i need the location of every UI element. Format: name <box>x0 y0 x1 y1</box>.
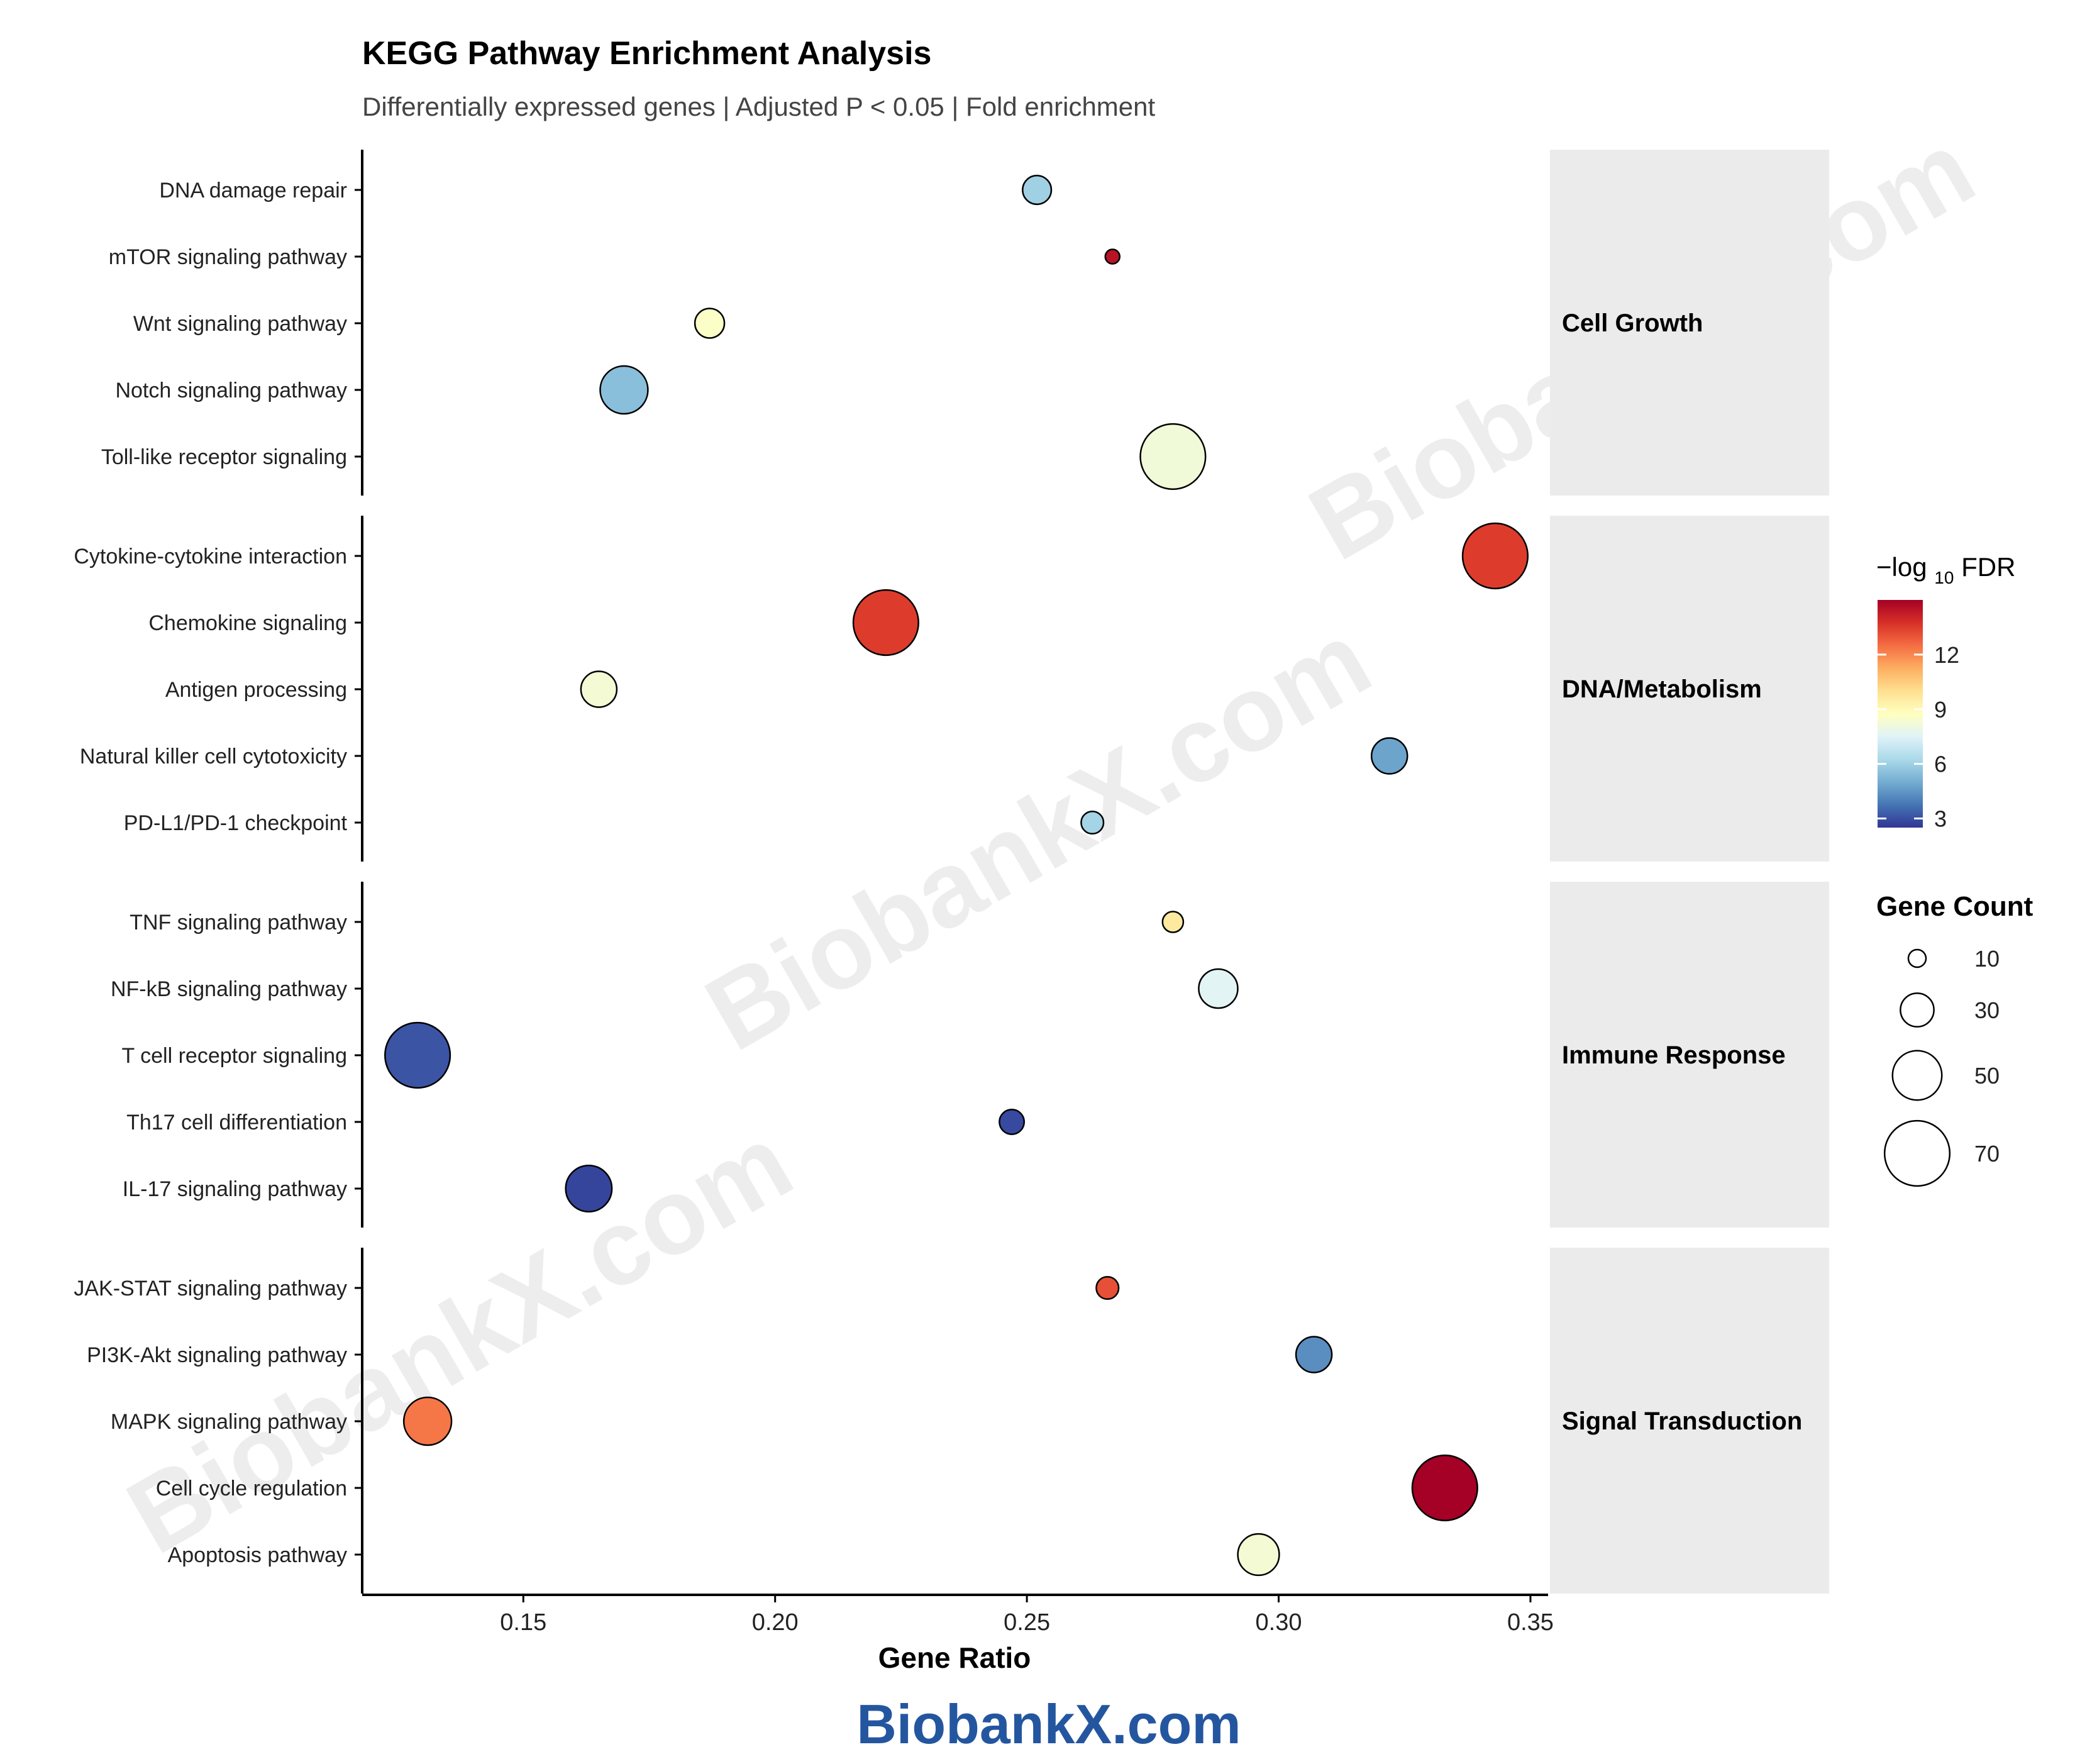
point-pi3k-akt-signaling-pathway <box>1295 1336 1333 1373</box>
y-tick-label-th17-cell-differentiation: Th17 cell differentiation <box>126 1111 347 1134</box>
size-legend-circle <box>1907 948 1927 968</box>
chart-title: KEGG Pathway Enrichment Analysis <box>362 35 931 72</box>
point-dna-damage-repair <box>1022 174 1053 206</box>
y-tick-label-chemokine-signaling: Chemokine signaling <box>148 611 347 635</box>
facet-label-signal-transduction: Signal Transduction <box>1562 1407 1802 1435</box>
facet-label-cell-growth: Cell Growth <box>1562 309 1703 337</box>
color-legend-title-suffix: FDR <box>1961 552 2015 582</box>
y-tick-label-t-cell-receptor-signaling: T cell receptor signaling <box>122 1044 347 1068</box>
y-tick-label-jak-stat-signaling-pathway: JAK-STAT signaling pathway <box>74 1277 347 1301</box>
x-tick-label: 0.35 <box>1507 1609 1554 1636</box>
size-legend-circle <box>1891 1050 1943 1101</box>
point-th17-cell-differentiation <box>999 1109 1026 1135</box>
size-legend-label: 10 <box>1974 946 2000 972</box>
facet-strip-dna-metabolism <box>1550 516 1829 862</box>
y-tick-label-il-17-signaling-pathway: IL-17 signaling pathway <box>123 1177 347 1201</box>
facet-strip-immune-response <box>1550 882 1829 1228</box>
y-tick-label-dna-damage-repair: DNA damage repair <box>159 179 347 202</box>
facet-strip-signal-transduction <box>1550 1248 1829 1594</box>
facet-strip-cell-growth <box>1550 150 1829 496</box>
y-tick-label-tnf-signaling-pathway: TNF signaling pathway <box>130 911 347 935</box>
point-pd-l1-pd-1-checkpoint <box>1080 810 1105 835</box>
point-t-cell-receptor-signaling <box>384 1021 451 1089</box>
point-antigen-processing <box>580 670 618 708</box>
point-tnf-signaling-pathway <box>1161 911 1185 933</box>
y-tick-label-pd-l1-pd-1-checkpoint: PD-L1/PD-1 checkpoint <box>124 811 348 835</box>
point-apoptosis-pathway <box>1237 1533 1280 1577</box>
color-legend-tick-label: 3 <box>1934 806 1947 832</box>
color-legend-title-sub: 10 <box>1934 568 1954 587</box>
color-legend-title-prefix: −log <box>1876 552 1927 582</box>
point-mtor-signaling-pathway <box>1104 248 1121 265</box>
y-tick-label-antigen-processing: Antigen processing <box>165 678 347 702</box>
y-tick-label-cytokine-cytokine-interaction: Cytokine-cytokine interaction <box>74 545 347 569</box>
color-legend-ticks: 3 6 9 12 <box>1878 642 1959 832</box>
point-il-17-signaling-pathway <box>565 1165 613 1212</box>
point-chemokine-signaling <box>852 589 919 657</box>
color-legend-tick-label: 9 <box>1934 697 1947 723</box>
point-nf-kb-signaling-pathway <box>1198 968 1239 1009</box>
x-axis-ticks: 0.15 0.20 0.25 0.30 0.35 <box>500 1595 1554 1636</box>
y-tick-label-apoptosis-pathway: Apoptosis pathway <box>168 1543 347 1567</box>
facet-label-immune-response: Immune Response <box>1562 1041 1786 1069</box>
point-wnt-signaling-pathway <box>694 308 726 339</box>
color-legend-bar <box>1878 600 1923 828</box>
point-toll-like-receptor-signaling <box>1139 423 1207 491</box>
data-points <box>384 174 1529 1577</box>
point-mapk-signaling-pathway <box>402 1396 453 1446</box>
point-cell-cycle-regulation <box>1411 1454 1478 1522</box>
y-tick-label-natural-killer-cell-cytotoxicity: Natural killer cell cytotoxicity <box>80 745 347 768</box>
y-tick-label-cell-cycle-regulation: Cell cycle regulation <box>156 1477 347 1501</box>
y-axis-labels: DNA damage repair mTOR signaling pathway W… <box>74 179 347 1567</box>
chart-subtitle: Differentially expressed genes | Adjuste… <box>362 92 1156 121</box>
color-legend-tick-label: 6 <box>1934 752 1947 777</box>
x-tick-label: 0.25 <box>1004 1609 1050 1636</box>
size-legend-label: 70 <box>1974 1141 2000 1167</box>
x-tick-label: 0.30 <box>1256 1609 1302 1636</box>
size-legend-circle <box>1883 1119 1951 1187</box>
size-legend-label: 50 <box>1974 1063 2000 1089</box>
x-axis-title: Gene Ratio <box>878 1641 1031 1674</box>
footer-brand: BiobankX.com <box>856 1693 1241 1755</box>
point-cytokine-cytokine-interaction <box>1461 522 1529 590</box>
axes <box>355 150 1548 1596</box>
x-tick-label: 0.20 <box>752 1609 799 1636</box>
size-legend-items: 10 30 50 70 <box>1883 946 2000 1187</box>
size-legend-title: Gene Count <box>1876 891 2034 922</box>
color-legend-title: −log 10 FDR <box>1876 552 2015 589</box>
x-tick-label: 0.15 <box>500 1609 546 1636</box>
y-tick-label-pi3k-akt-signaling-pathway: PI3K-Akt signaling pathway <box>87 1343 347 1367</box>
size-legend-label: 30 <box>1974 997 2000 1023</box>
y-tick-label-toll-like-receptor-signaling: Toll-like receptor signaling <box>101 445 347 469</box>
y-tick-label-notch-signaling-pathway: Notch signaling pathway <box>115 379 347 402</box>
y-tick-label-wnt-signaling-pathway: Wnt signaling pathway <box>133 312 347 336</box>
facet-strips: Cell Growth DNA/Metabolism Immune Response… <box>1550 150 1829 1594</box>
point-natural-killer-cell-cytotoxicity <box>1370 737 1408 775</box>
color-legend-tick-label: 12 <box>1934 642 1959 668</box>
facet-label-dna-metabolism: DNA/Metabolism <box>1562 675 1762 703</box>
point-jak-stat-signaling-pathway <box>1095 1275 1120 1301</box>
size-legend-circle <box>1900 992 1935 1028</box>
y-tick-label-mapk-signaling-pathway: MAPK signaling pathway <box>111 1410 347 1434</box>
legends: −log 10 FDR 3 6 9 12 Gene Count 10 30 50 70 <box>1876 552 2034 1187</box>
point-notch-signaling-pathway <box>599 365 649 415</box>
y-tick-label-mtor-signaling-pathway: mTOR signaling pathway <box>109 245 347 269</box>
y-tick-label-nf-kb-signaling-pathway: NF-kB signaling pathway <box>111 977 347 1001</box>
